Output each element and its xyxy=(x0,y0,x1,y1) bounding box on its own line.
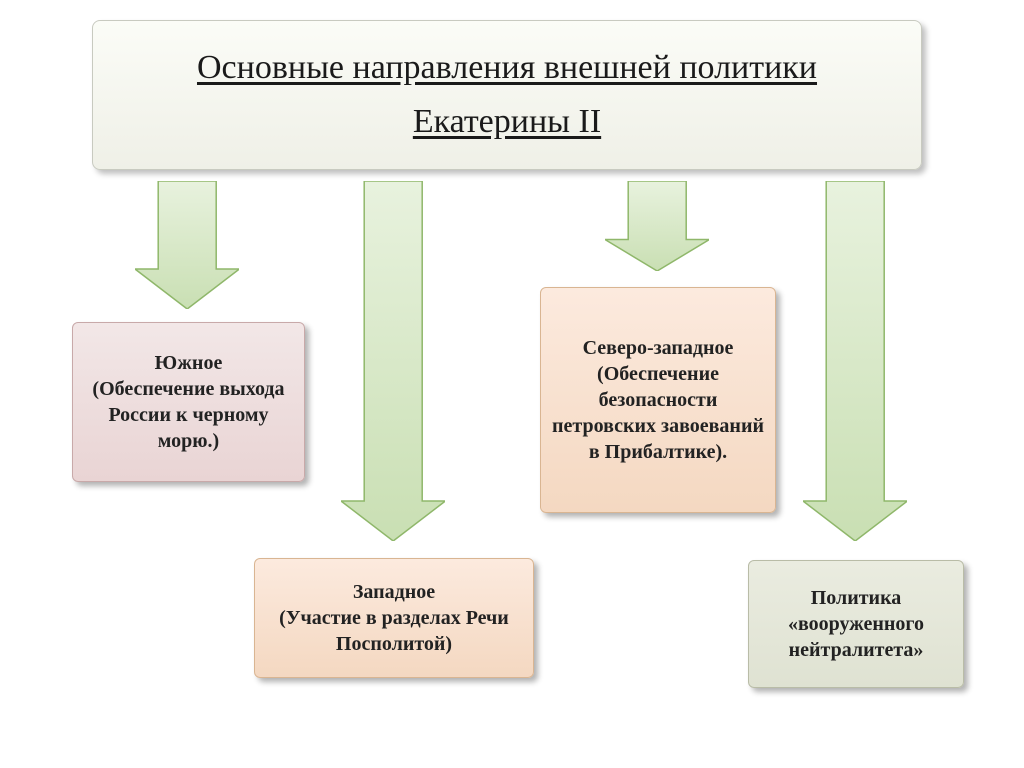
arrow-northwest xyxy=(605,181,709,271)
title-box: Основные направления внешней политики Ек… xyxy=(92,20,922,170)
arrow-neutrality xyxy=(803,181,907,541)
box-northwest-label: Северо-западное (Обеспечение безопасност… xyxy=(551,335,765,465)
box-south-label: Южное(Обеспечение выхода России к черном… xyxy=(83,350,294,454)
box-west-label: Западное(Участие в разделах Речи Посполи… xyxy=(265,579,523,657)
diagram-title: Основные направления внешней политики Ек… xyxy=(123,41,891,150)
arrow-west xyxy=(341,181,445,541)
box-northwest: Северо-западное (Обеспечение безопасност… xyxy=(540,287,776,513)
box-neutrality: Политика «вооруженного нейтралитета» xyxy=(748,560,964,688)
box-neutrality-label: Политика «вооруженного нейтралитета» xyxy=(759,585,953,663)
arrow-south xyxy=(135,181,239,309)
box-south: Южное(Обеспечение выхода России к черном… xyxy=(72,322,305,482)
box-west: Западное(Участие в разделах Речи Посполи… xyxy=(254,558,534,678)
